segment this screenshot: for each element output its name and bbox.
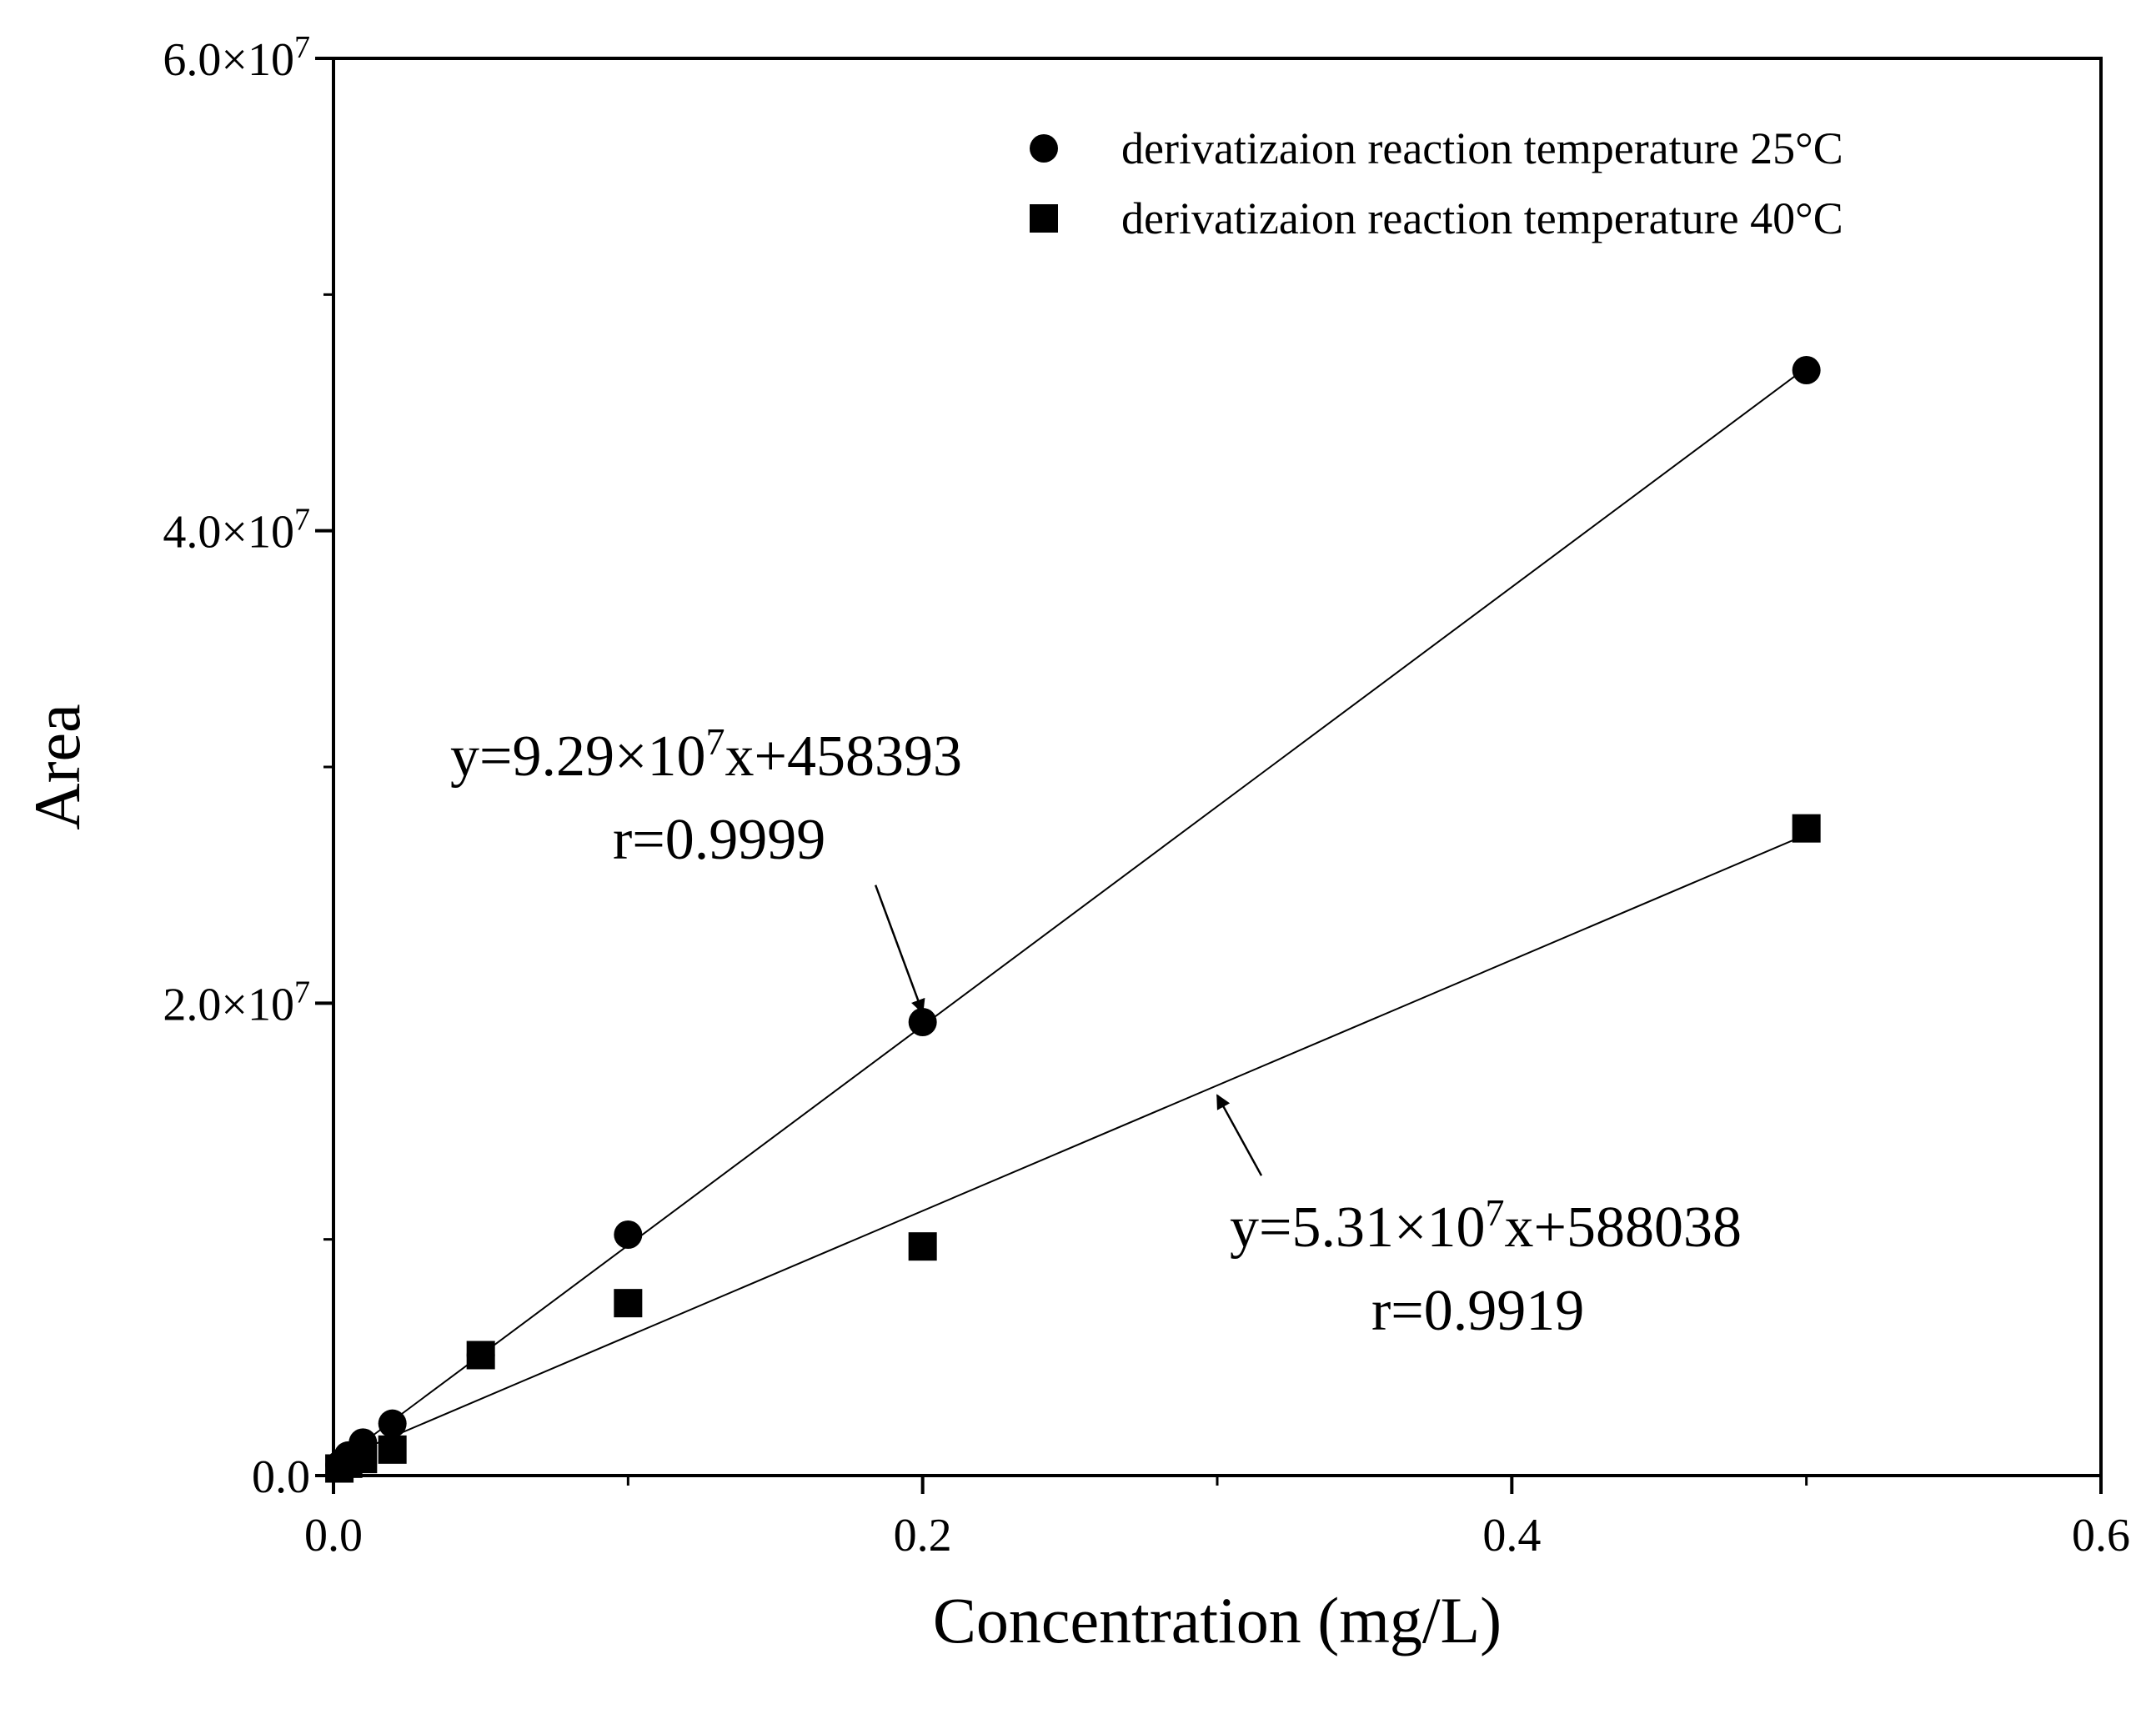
fit-line-series-0 <box>338 367 1808 1461</box>
y-tick-exponent: 7 <box>294 30 310 65</box>
legend-label-40c: derivatizaion reaction temperature 40°C <box>1121 193 1843 243</box>
x-axis: 0.0 0.2 0.4 0.6 <box>304 1476 2130 1561</box>
point-series-0 <box>614 1220 643 1249</box>
y-tick-exponent: 7 <box>294 975 310 1010</box>
legend: derivatizaion reaction temperature 25°C … <box>1030 123 1843 243</box>
point-series-1 <box>348 1445 378 1474</box>
x-tick-label: 0.0 <box>304 1510 363 1561</box>
r-value-label-1: r=0.9919 <box>1371 1279 1584 1343</box>
y-tick-exponent: 7 <box>294 503 310 538</box>
point-series-1 <box>1792 814 1821 843</box>
legend-label-25c: derivatizaion reaction temperature 25°C <box>1121 123 1843 173</box>
y-tick-label: 2.0×107 <box>163 975 310 1030</box>
y-axis-label: Area <box>21 704 93 830</box>
point-series-1 <box>908 1232 937 1261</box>
y-tick-label: 0.0 <box>252 1451 310 1503</box>
equation-exponent: 7 <box>1485 1191 1504 1234</box>
equation-exponent: 7 <box>705 720 725 763</box>
equation-label-0: y=9.29×107x+458393 <box>450 720 962 789</box>
r-value-label-0: r=0.9999 <box>613 808 825 872</box>
equation-prefix: y=5.31×10 <box>1230 1195 1485 1260</box>
equation-suffix: x+458393 <box>725 724 961 789</box>
equation-prefix: y=9.29×10 <box>450 724 705 789</box>
y-tick-mantissa: 0.0 <box>252 1451 310 1503</box>
y-tick-mantissa: 2.0×10 <box>163 979 294 1030</box>
annotation-arrow-0 <box>874 885 925 1015</box>
data-points <box>325 356 1821 1483</box>
fit-lines <box>338 367 1808 1461</box>
x-tick-label: 0.6 <box>2072 1510 2130 1561</box>
y-tick-label: 4.0×107 <box>163 503 310 559</box>
point-series-0 <box>908 1008 937 1036</box>
annotation-arrow-1 <box>1216 1094 1263 1176</box>
annotations: y=9.29×107x+458393r=0.9999y=5.31×107x+58… <box>450 720 1742 1344</box>
y-tick-mantissa: 4.0×10 <box>163 507 294 559</box>
point-series-1 <box>378 1435 407 1464</box>
point-series-0 <box>1792 356 1821 384</box>
y-tick-mantissa: 6.0×10 <box>163 34 294 86</box>
fit-line-series-1 <box>338 834 1808 1461</box>
legend-marker-square <box>1030 204 1058 233</box>
equation-label-1: y=5.31×107x+588038 <box>1230 1191 1742 1260</box>
point-series-1 <box>614 1289 643 1318</box>
point-series-0 <box>378 1409 407 1438</box>
x-tick-label: 0.2 <box>894 1510 952 1561</box>
y-tick-label: 6.0×107 <box>163 30 310 86</box>
x-axis-label: Concentration (mg/L) <box>933 1584 1502 1656</box>
point-series-1 <box>466 1341 495 1370</box>
equation-suffix: x+588038 <box>1504 1195 1741 1260</box>
legend-marker-circle <box>1030 134 1058 163</box>
x-tick-label: 0.4 <box>1482 1510 1541 1561</box>
